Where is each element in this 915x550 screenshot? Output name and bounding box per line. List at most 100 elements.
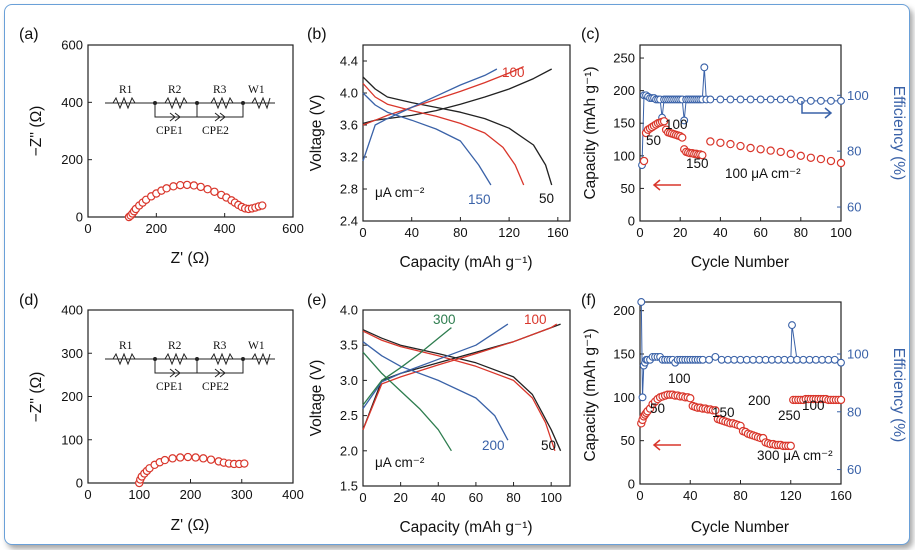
panel-f-xlabel: Cycle Number <box>691 519 789 536</box>
panel-d-ytick-label: 400 <box>61 303 83 318</box>
panel-b-ytick-label: 3.2 <box>340 150 358 165</box>
panel-b-curve-100-charge <box>362 66 524 126</box>
panel-c-y2tick-label: 100 <box>847 88 869 103</box>
panel-e-label-100: 100 <box>524 312 547 327</box>
panel-c-efficiency-point <box>806 96 815 105</box>
panel-d-xtick-label: 0 <box>84 487 91 502</box>
panel-a-series <box>124 180 267 222</box>
panel-f-xtick-label: 160 <box>830 488 852 503</box>
panel-b-axes <box>362 44 571 222</box>
panel-e-ytick-label: 2.0 <box>340 443 358 458</box>
panel-c-efficiency-point <box>766 95 775 104</box>
panel-b-curve-150-discharge <box>362 92 492 186</box>
circuit-a-cpe1: CPE1 <box>156 125 183 137</box>
panel-b-curve-50-charge <box>362 68 553 125</box>
panel-b-curve-150-charge <box>362 68 498 162</box>
panel-e: (e) 0 20 40 60 80 100 1.5 2.0 2.5 3.0 3.5 4.0 Capa… <box>307 292 571 536</box>
panel-f-efficiency-point <box>788 321 796 330</box>
panel-a-point <box>169 182 178 191</box>
panel-d-point <box>199 454 208 463</box>
panel-c-ylabel: Capacity (mAh g⁻¹) <box>582 66 599 199</box>
panel-d-yticks: 0 100 200 300 400 <box>61 303 92 491</box>
panel-c-capacity-point <box>796 151 806 161</box>
panel-f-y2ticks: 60 80 100 <box>837 347 869 477</box>
panel-c-ytick-label: 100 <box>613 148 635 163</box>
panel-f-xtick-label: 0 <box>636 488 643 503</box>
panel-c-y2label: Efficiency (%) <box>890 86 907 180</box>
panel-f-left-arrow <box>652 439 681 451</box>
panel-a-ytick-label: 200 <box>61 152 83 167</box>
panel-c-left-arrow <box>652 179 681 191</box>
panel-f-label-100b: 100 <box>802 398 825 413</box>
panel-f-capacity-point <box>786 441 795 451</box>
panel-a-point <box>176 180 185 190</box>
panel-b-series <box>362 66 553 186</box>
panel-a-point <box>203 184 212 194</box>
panel-f-label-200: 200 <box>748 393 771 408</box>
panel-b-xlabel: Capacity (mAh g⁻¹) <box>399 254 532 271</box>
panel-c-efficiency-point <box>736 95 745 104</box>
panel-c-efficiency-point <box>796 96 805 105</box>
panel-c-y2ticks: 60 80 100 <box>837 88 869 215</box>
panel-c-capacity-point <box>659 117 669 126</box>
panel-c-capacity-point <box>639 156 649 166</box>
panel-f-efficiency-point <box>705 355 714 364</box>
panel-f-label-150: 150 <box>712 405 735 420</box>
panel-e-curve-300-discharge <box>362 351 452 452</box>
panel-f-efficiency-point <box>837 358 845 367</box>
circuit-d-cpe1: CPE1 <box>156 381 183 393</box>
panel-f-efficiency-point <box>711 352 720 361</box>
panel-f-ytick-label: 200 <box>613 303 635 318</box>
panel-c-capacity-point <box>826 156 836 166</box>
panel-d-point <box>191 453 200 462</box>
panel-d-ytick-label: 100 <box>61 432 83 447</box>
panel-e-curve-200-charge <box>362 323 509 409</box>
panel-c-ytick-label: 150 <box>613 116 635 131</box>
panel-a-label: (a) <box>19 26 39 43</box>
panel-e-xlabel: Capacity (mAh g⁻¹) <box>399 519 532 536</box>
panel-a-ytick-label: 600 <box>61 38 83 53</box>
panel-d: (d) 0 100 200 300 400 0 100 200 300 400 Z' (Ω) −… <box>19 292 304 534</box>
panel-b-yticks: 2.4 2.8 3.2 3.6 4.0 4.4 <box>340 54 367 229</box>
panel-b: (b) 0 40 80 120 160 2.4 2.8 3.2 3.6 4.0 4.4 Capac… <box>307 26 571 271</box>
circuit-a-r3: R3 <box>213 84 227 96</box>
panel-d-xtick-label: 300 <box>231 487 253 502</box>
panel-c-capacity-point <box>706 137 715 146</box>
panel-e-curve-100-discharge <box>362 330 556 452</box>
panel-e-ytick-label: 2.5 <box>340 408 358 423</box>
panel-c-y2tick-label: 80 <box>847 144 861 159</box>
panel-a-xticks: 0 200 400 600 <box>84 213 304 236</box>
panel-c-capacity-point <box>756 145 765 154</box>
panel-c-series <box>638 63 846 170</box>
panel-f-capacity-point <box>686 394 695 403</box>
panel-a-xtick-label: 400 <box>214 221 236 236</box>
circuit-d-r1: R1 <box>119 340 133 352</box>
circuit-d-w1: W1 <box>248 340 265 352</box>
panel-b-xtick-label: 120 <box>498 225 520 240</box>
panel-f-xtick-label: 40 <box>683 488 697 503</box>
panel-d-ytick-label: 200 <box>61 389 83 404</box>
circuit-d-r2: R2 <box>168 340 182 352</box>
panel-c-capacity-point <box>716 138 725 147</box>
panel-f-series <box>637 298 846 451</box>
panel-f-label-100: 100 <box>668 371 691 386</box>
panel-d-xtick-label: 400 <box>282 487 304 502</box>
panel-c-xtick-label: 60 <box>753 225 767 240</box>
panel-f-ytick-label: 0 <box>628 477 635 492</box>
panel-a-xtick-label: 600 <box>282 221 304 236</box>
panel-e-xticks: 0 20 40 60 80 100 <box>359 482 562 505</box>
panel-d-point <box>183 452 193 462</box>
panel-f-y2label: Efficiency (%) <box>890 348 907 442</box>
panel-c-efficiency-point <box>706 95 715 104</box>
panel-f-capacity-point <box>836 395 846 405</box>
panel-c-label: (c) <box>581 26 600 43</box>
panel-f-efficiency-point <box>830 355 839 364</box>
panel-c-efficiency-point <box>716 95 725 104</box>
circuit-d-cpe2: CPE2 <box>202 381 229 393</box>
panel-a-point <box>258 201 267 210</box>
panel-c-ytick-label: 250 <box>613 51 635 66</box>
panel-c-xtick-label: 40 <box>713 225 727 240</box>
panel-e-label: (e) <box>307 292 327 309</box>
panel-c-capacity-point <box>786 149 795 159</box>
panel-c-efficiency-point <box>826 96 835 105</box>
